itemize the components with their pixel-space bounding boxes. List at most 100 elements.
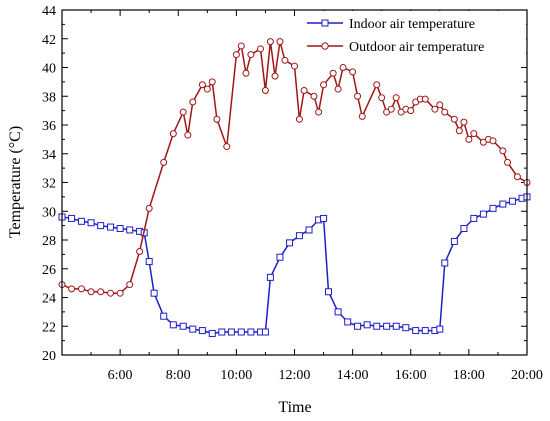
data-point: [223, 143, 231, 151]
data-point: [354, 92, 362, 100]
data-point: [218, 328, 226, 336]
series-indoor: [58, 193, 531, 337]
y-tick-label: 36: [42, 119, 56, 134]
y-tick-label: 24: [42, 292, 56, 307]
data-point: [116, 289, 124, 297]
data-point: [232, 51, 240, 59]
y-tick-label: 38: [42, 90, 56, 105]
data-point: [256, 45, 264, 53]
data-point: [504, 158, 512, 166]
legend: Indoor air temperature Outdoor air tempe…: [303, 11, 526, 59]
data-point: [68, 285, 76, 293]
legend-label-outdoor: Outdoor air temperature: [349, 40, 484, 55]
series-line: [61, 40, 528, 294]
data-point: [237, 42, 245, 50]
data-point: [189, 98, 197, 106]
data-point: [136, 248, 144, 255]
legend-entry-indoor: Indoor air temperature: [307, 17, 475, 32]
data-point: [489, 137, 497, 145]
legend-box: [303, 11, 526, 59]
data-point: [261, 328, 269, 336]
data-point: [320, 214, 328, 222]
legend-marker-indoor: [321, 19, 329, 27]
data-point: [145, 258, 153, 266]
data-point: [460, 118, 468, 126]
data-point: [203, 85, 211, 93]
y-tick-label: 22: [42, 320, 56, 335]
y-tick-label: 42: [42, 33, 56, 48]
data-point: [455, 127, 463, 135]
tick-labels: 20 22 24 26 28 30 32 34 36 38 40 42 44 6:00 8:00 10:00 1…: [42, 4, 543, 383]
data-point: [266, 38, 274, 46]
data-point: [276, 253, 284, 261]
data-point: [169, 130, 177, 138]
legend-label-indoor: Indoor air temperature: [349, 17, 475, 32]
data-point: [198, 81, 206, 89]
data-point: [150, 289, 158, 297]
data-point: [160, 158, 168, 166]
data-point: [513, 173, 521, 181]
data-point: [325, 288, 333, 296]
data-point: [281, 56, 289, 64]
data-point: [421, 327, 429, 335]
data-point: [339, 64, 347, 71]
data-point: [68, 214, 76, 222]
data-point: [479, 210, 487, 218]
x-tick-label: 6:00: [108, 368, 133, 383]
x-tick-label: 16:00: [395, 368, 427, 383]
axis-ticks: [62, 9, 528, 356]
data-point: [470, 214, 478, 222]
data-point: [160, 312, 168, 320]
y-tick-label: 30: [42, 205, 56, 220]
data-point: [315, 108, 323, 116]
legend-entry-outdoor: Outdoor air temperature: [307, 40, 484, 55]
data-point: [179, 322, 187, 330]
data-point: [242, 69, 250, 77]
data-point: [489, 204, 497, 212]
data-point: [412, 327, 420, 335]
data-point: [354, 322, 362, 330]
data-point: [508, 197, 516, 205]
data-point: [247, 328, 255, 336]
data-point: [208, 329, 216, 337]
data-point: [276, 38, 284, 46]
data-point: [97, 288, 105, 296]
data-point: [373, 322, 381, 330]
data-point: [450, 237, 458, 245]
data-point: [227, 328, 235, 336]
data-point: [77, 217, 85, 225]
data-point: [310, 92, 318, 100]
data-point: [387, 105, 395, 113]
data-point: [145, 204, 153, 212]
data-point: [198, 327, 206, 335]
y-tick-label: 40: [42, 62, 56, 77]
data-point: [266, 273, 274, 281]
y-tick-label: 26: [42, 263, 56, 278]
data-point: [349, 68, 357, 76]
data-point: [499, 147, 507, 155]
data-point: [320, 81, 328, 89]
y-tick-label: 20: [42, 349, 56, 364]
legend-marker-outdoor: [321, 42, 329, 50]
y-axis-title: Temperature (°C): [7, 126, 24, 238]
data-point: [271, 72, 279, 80]
x-tick-label: 20:00: [511, 368, 543, 383]
data-point: [87, 219, 95, 227]
data-point: [300, 87, 308, 94]
data-point: [431, 105, 439, 113]
data-point: [305, 226, 313, 234]
data-point: [392, 94, 400, 102]
data-point: [436, 325, 444, 333]
data-point: [126, 226, 134, 234]
data-point: [286, 239, 294, 247]
data-point: [378, 94, 386, 102]
y-tick-label: 34: [42, 148, 56, 163]
data-point: [329, 69, 337, 77]
data-point: [237, 328, 245, 336]
x-tick-label: 14:00: [337, 368, 369, 383]
data-point: [107, 289, 115, 297]
plot-frame: [61, 9, 528, 356]
x-tick-label: 18:00: [453, 368, 485, 383]
data-point: [189, 325, 197, 333]
data-point: [116, 225, 124, 232]
